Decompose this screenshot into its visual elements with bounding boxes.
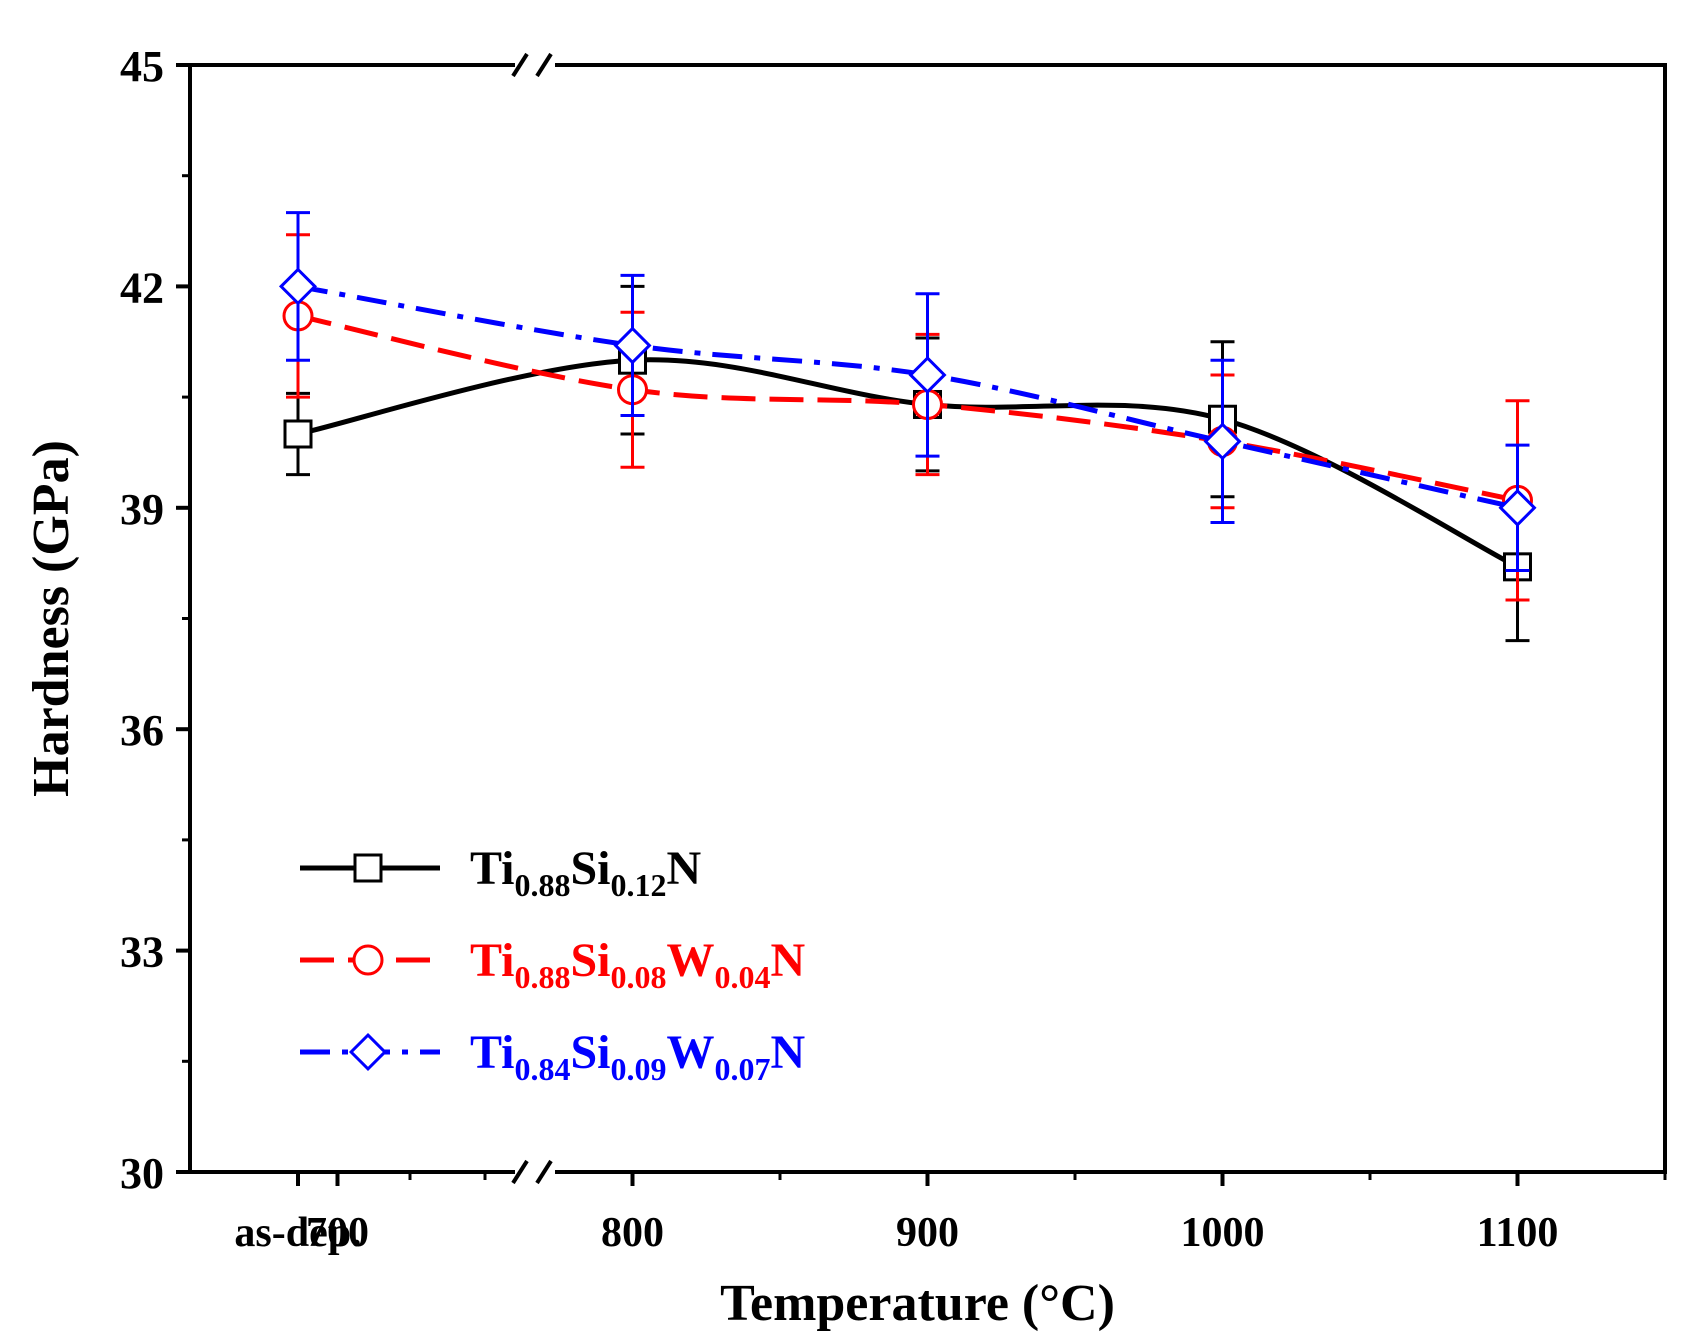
data-point-marker xyxy=(283,419,313,449)
data-point-marker xyxy=(1203,422,1242,461)
legend-item-3: Ti0.84Si0.09W0.07N xyxy=(300,1026,806,1087)
data-point-marker xyxy=(278,267,318,306)
series-line xyxy=(297,283,1519,511)
legend-text: N xyxy=(771,934,806,987)
axis-break-slash xyxy=(535,52,553,78)
legend-label: Ti0.88Si0.08W0.04N xyxy=(470,934,806,995)
plot-frame xyxy=(188,63,1667,1174)
data-point-marker xyxy=(352,944,384,976)
data-point-marker xyxy=(1498,488,1537,527)
legend-subscript: 0.09 xyxy=(611,1051,667,1087)
axis-break-top xyxy=(511,52,555,78)
legend-text: N xyxy=(667,842,702,895)
legend-text: Ti xyxy=(470,842,514,895)
y-tick-label: 33 xyxy=(120,928,164,977)
legend-subscript: 0.84 xyxy=(514,1051,570,1087)
x-tick-label: 700 xyxy=(306,1210,369,1256)
legend-text: N xyxy=(771,1026,806,1079)
axis-break-slash xyxy=(511,52,529,78)
series-line xyxy=(297,313,1518,503)
legend: Ti0.88Si0.12NTi0.88Si0.08W0.04NTi0.84Si0… xyxy=(300,842,806,1087)
legend-label: Ti0.88Si0.12N xyxy=(470,842,702,903)
legend-text: Ti xyxy=(470,934,514,987)
legend-text: Si xyxy=(570,1026,610,1079)
series-3 xyxy=(278,211,1537,573)
legend-subscript: 0.08 xyxy=(611,959,667,995)
data-point-marker xyxy=(908,355,947,394)
series-2 xyxy=(282,233,1533,602)
legend-item-2: Ti0.88Si0.08W0.04N xyxy=(300,934,806,995)
legend-text: Ti xyxy=(470,1026,514,1079)
x-axis-label: Temperature (°C) xyxy=(720,1275,1115,1332)
legend-text: Si xyxy=(570,842,610,895)
legend-label: Ti0.84Si0.09W0.07N xyxy=(470,1026,806,1087)
legend-subscript: 0.88 xyxy=(514,867,570,903)
x-tick-label: 800 xyxy=(601,1210,664,1256)
y-tick-label: 39 xyxy=(120,485,164,534)
data-point-marker xyxy=(353,853,383,883)
series-line xyxy=(297,357,1519,570)
axis-break-bottom xyxy=(511,1159,555,1185)
legend-subscript: 0.88 xyxy=(514,959,570,995)
axis-break-slash xyxy=(535,1159,553,1185)
x-tick-label: 1000 xyxy=(1181,1210,1265,1256)
x-tick-label: 900 xyxy=(896,1210,959,1256)
y-tick-label: 45 xyxy=(120,42,164,91)
legend-subscript: 0.07 xyxy=(715,1051,771,1087)
legend-text: W xyxy=(667,1026,715,1079)
legend-text: Si xyxy=(570,934,610,987)
x-tick-label: as-dep. xyxy=(234,1210,361,1256)
legend-item-1: Ti0.88Si0.12N xyxy=(300,842,702,903)
legend-subscript: 0.12 xyxy=(611,867,667,903)
data-point-marker xyxy=(348,1032,388,1072)
x-tick-label: 1100 xyxy=(1477,1210,1559,1256)
data-point-marker xyxy=(613,326,652,365)
y-tick-label: 42 xyxy=(120,263,164,312)
legend-subscript: 0.04 xyxy=(715,959,771,995)
y-axis-label: Hardness (GPa) xyxy=(23,440,80,797)
legend-text: W xyxy=(667,934,715,987)
axis-break-slash xyxy=(511,1159,529,1185)
y-tick-label: 30 xyxy=(120,1149,164,1198)
y-tick-label: 36 xyxy=(120,706,164,755)
